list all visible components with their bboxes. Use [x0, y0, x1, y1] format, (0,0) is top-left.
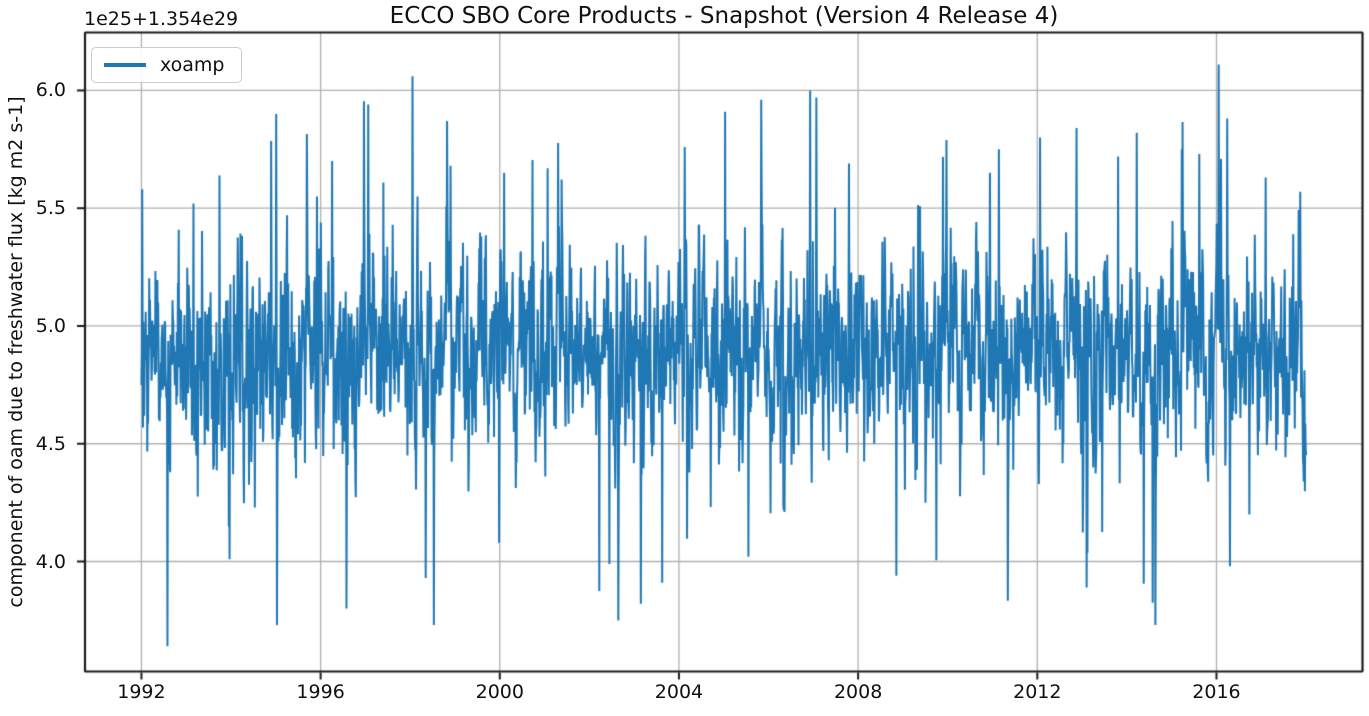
x-tick-label: 1992 — [117, 681, 166, 703]
y-tick-label: 4.5 — [35, 432, 66, 455]
x-tick-label: 2016 — [1192, 681, 1241, 703]
legend: xoamp — [91, 47, 242, 83]
y-tick-label: 5.5 — [35, 197, 66, 220]
x-tick-label: 2012 — [1013, 681, 1062, 703]
y-axis-label: component of oam due to freshwater flux … — [5, 96, 27, 608]
chart-title: ECCO SBO Core Products - Snapshot (Versi… — [389, 3, 1059, 29]
x-tick-label: 2008 — [833, 681, 883, 703]
x-tick-label: 1996 — [296, 681, 345, 703]
legend-line-sample — [104, 63, 146, 67]
x-tick-label: 2000 — [475, 681, 524, 703]
y-tick-label: 6.0 — [35, 79, 66, 102]
y-tick-label: 5.0 — [35, 314, 66, 337]
y-axis-offset-text: 1e25+1.354e29 — [84, 8, 239, 30]
legend-label: xoamp — [160, 54, 225, 76]
y-tick-label: 4.0 — [35, 550, 66, 573]
x-tick-label: 2004 — [654, 681, 704, 703]
